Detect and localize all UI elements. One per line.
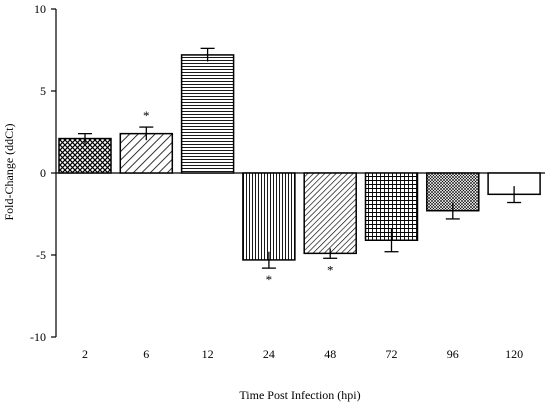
significance-marker: * <box>266 272 273 287</box>
x-axis-title: Time Post Infection (hpi) <box>239 388 360 402</box>
x-tick-label: 12 <box>202 347 214 361</box>
x-tick-label: 6 <box>143 347 149 361</box>
x-tick-labels: 2 6 12 24 48 72 96 120 <box>82 347 523 361</box>
bar-12 <box>180 54 235 174</box>
x-tick-label: 72 <box>386 347 398 361</box>
significance-marker: * <box>327 262 334 277</box>
y-tick-label: -10 <box>30 330 46 344</box>
bar-2 <box>58 137 112 174</box>
y-tick-label: 10 <box>34 2 46 16</box>
bar-48 <box>303 172 357 255</box>
y-tick-label: 5 <box>40 84 46 98</box>
x-tick-label: 2 <box>82 347 88 361</box>
bars: * * * <box>58 47 541 287</box>
significance-marker: * <box>143 108 150 123</box>
y-axis-title: Fold-Change (ddCt) <box>2 124 16 221</box>
x-tick-label: 24 <box>263 347 275 361</box>
bar-24 <box>242 172 296 261</box>
x-tick-label: 48 <box>324 347 336 361</box>
y-ticks: 10 5 0 -5 -10 <box>30 2 56 344</box>
x-tick-label: 96 <box>447 347 459 361</box>
y-tick-label: -5 <box>36 248 46 262</box>
y-tick-label: 0 <box>40 166 46 180</box>
x-tick-label: 120 <box>505 347 523 361</box>
